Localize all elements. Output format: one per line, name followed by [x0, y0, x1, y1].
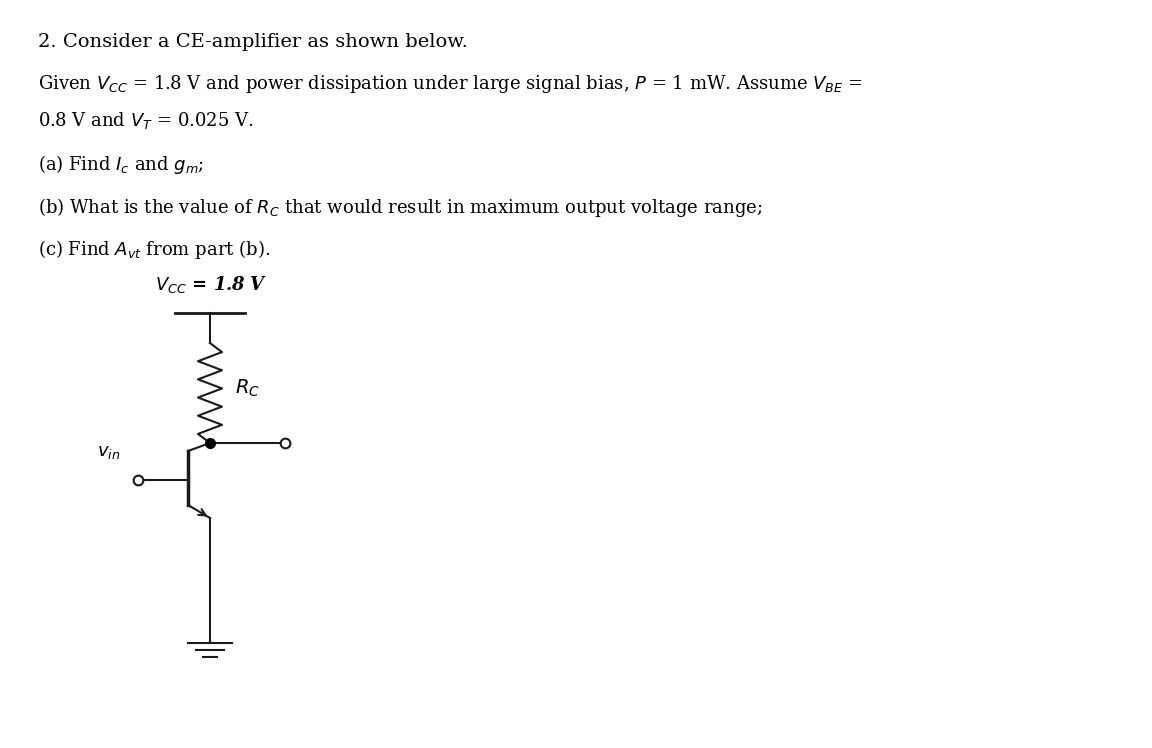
- Text: (b) What is the value of $R_C$ that would result in maximum output voltage range: (b) What is the value of $R_C$ that woul…: [38, 196, 763, 219]
- Text: Given $V_{CC}$ = 1.8 V and power dissipation under large signal bias, $P$ = 1 mW: Given $V_{CC}$ = 1.8 V and power dissipa…: [38, 73, 863, 95]
- Text: 0.8 V and $V_T$ = 0.025 V.: 0.8 V and $V_T$ = 0.025 V.: [38, 110, 253, 131]
- Text: $v_{in}$: $v_{in}$: [97, 443, 120, 461]
- Text: $V_{CC}$ = 1.8 V: $V_{CC}$ = 1.8 V: [156, 274, 267, 295]
- Text: (c) Find $A_{vt}$ from part (b).: (c) Find $A_{vt}$ from part (b).: [38, 238, 271, 261]
- Text: 2. Consider a CE-amplifier as shown below.: 2. Consider a CE-amplifier as shown belo…: [38, 33, 468, 51]
- Text: $R_C$: $R_C$: [235, 377, 260, 399]
- Text: (a) Find $I_c$ and $g_m$;: (a) Find $I_c$ and $g_m$;: [38, 153, 204, 176]
